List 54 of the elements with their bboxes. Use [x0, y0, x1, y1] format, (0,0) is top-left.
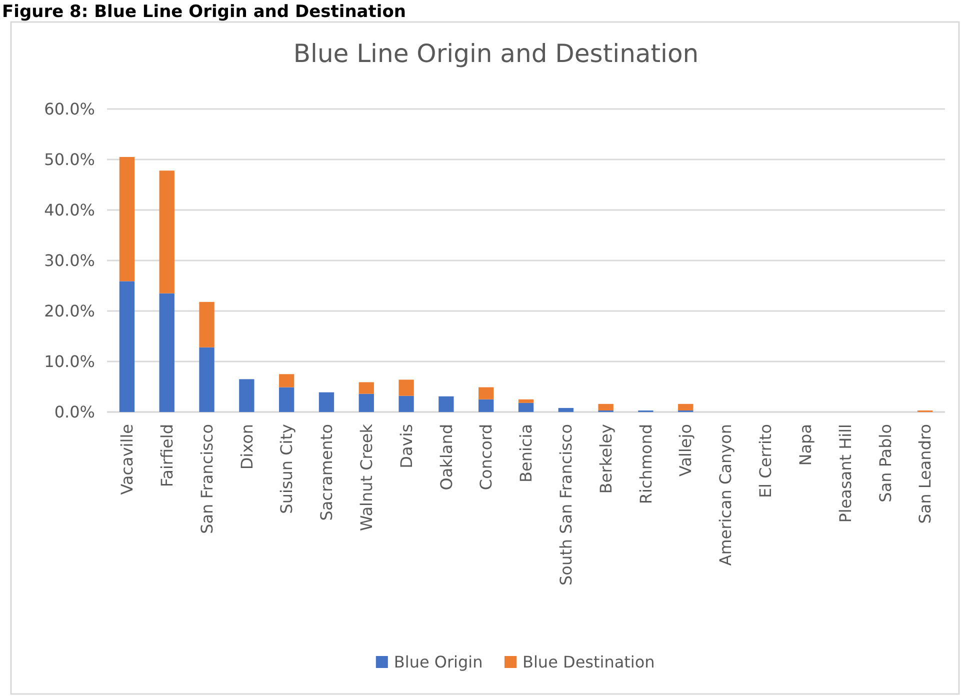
bar — [119, 281, 135, 412]
x-tick-label: El Cerrito — [756, 424, 776, 498]
legend-label: Blue Origin — [394, 652, 483, 672]
y-tick-label: 10.0% — [44, 352, 95, 372]
bar — [678, 404, 694, 410]
x-tick-label: Concord — [476, 424, 496, 490]
x-tick-label: Fairfield — [157, 424, 176, 488]
x-tick-label: Vacaville — [118, 424, 137, 495]
y-tick-label: 30.0% — [44, 251, 95, 270]
bar — [358, 382, 374, 394]
bar — [278, 374, 294, 388]
x-tick-label: Walnut Creek — [356, 423, 376, 532]
bar — [159, 170, 174, 294]
bar — [478, 399, 494, 412]
bar — [398, 380, 414, 396]
x-tick-label: Berkeley — [596, 424, 616, 494]
bar — [278, 387, 294, 412]
x-tick-label: American Canyon — [716, 424, 736, 566]
x-tick-label: Dixon — [237, 424, 256, 470]
y-tick-label: 0.0% — [54, 402, 95, 422]
x-tick-label: San Leandro — [916, 424, 935, 524]
x-tick-label: South San Francisco — [556, 424, 576, 586]
bar — [119, 156, 135, 282]
bar — [478, 387, 494, 400]
x-tick-label: Sacramento — [317, 424, 336, 521]
x-tick-label: Davis — [396, 424, 416, 468]
x-tick-label: San Francisco — [197, 424, 216, 534]
bar — [199, 302, 214, 348]
y-tick-label: 60.0% — [44, 100, 95, 119]
y-tick-label: 20.0% — [44, 302, 95, 321]
bar — [518, 399, 534, 403]
x-tick-label: Benicia — [516, 424, 536, 482]
bar — [239, 379, 254, 412]
bar — [438, 396, 454, 412]
x-tick-label: San Pablo — [876, 424, 895, 502]
x-tick-label: Vallejo — [676, 424, 696, 476]
bar — [159, 293, 174, 412]
y-tick-label: 50.0% — [44, 150, 95, 170]
bar — [398, 396, 414, 412]
chart-title: Blue Line Origin and Destination — [293, 39, 699, 68]
legend-label: Blue Destination — [522, 652, 655, 672]
bar — [318, 392, 334, 412]
bar — [199, 347, 214, 412]
bar — [558, 408, 574, 412]
x-tick-label: Suisun City — [277, 424, 296, 514]
y-tick-label: 40.0% — [44, 200, 95, 220]
x-tick-label: Pleasant Hill — [836, 424, 855, 523]
bar — [358, 394, 374, 412]
caption: Figure 8: Blue Line Origin and Destination — [2, 2, 406, 22]
x-tick-label: Napa — [796, 424, 815, 466]
bar — [598, 404, 614, 410]
bar — [518, 402, 534, 412]
x-tick-label: Oakland — [436, 424, 456, 490]
x-tick-label: Richmond — [636, 424, 656, 504]
